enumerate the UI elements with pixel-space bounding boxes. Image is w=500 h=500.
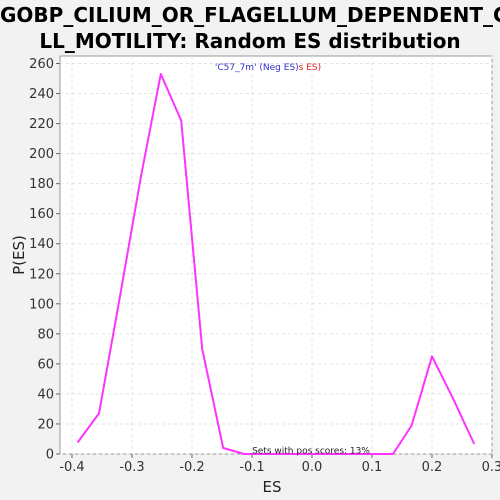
y-tick-label: 200 xyxy=(29,147,54,162)
pos-scores-annotation: Sets with pos scores: 13% xyxy=(252,447,370,457)
chart-title-line-1: GOBP_CILIUM_OR_FLAGELLUM_DEPENDENT_CE xyxy=(0,3,500,27)
data-point xyxy=(119,295,121,298)
data-point xyxy=(98,412,100,415)
es-distribution-line xyxy=(77,73,475,455)
x-tick-label: -0.1 xyxy=(239,460,264,475)
x-tick-label: -0.3 xyxy=(119,460,144,475)
y-tick-label: 220 xyxy=(29,117,54,132)
y-tick-label: 240 xyxy=(29,87,54,102)
series-layer xyxy=(77,73,475,455)
x-axis-label: ES xyxy=(263,478,282,496)
x-tick-label: 0.0 xyxy=(302,460,323,475)
data-point xyxy=(473,442,475,445)
x-tick-label: -0.2 xyxy=(179,460,204,475)
y-tick-label: 120 xyxy=(29,267,54,282)
data-point xyxy=(410,424,413,427)
y-tick-label: 60 xyxy=(37,357,54,372)
axes: -0.4 -0.3 -0.2 -0.1 0.0 0.1 0.2 0.3 0 20 40 60 80 100… xyxy=(29,57,500,475)
chart-title: GOBP_CILIUM_OR_FLAGELLUM_DEPENDENT_CE LL… xyxy=(0,2,500,54)
y-tick-label: 140 xyxy=(29,237,54,252)
y-tick-label: 0 xyxy=(46,448,54,463)
x-tick-label: 0.3 xyxy=(482,460,500,475)
y-tick-label: 40 xyxy=(37,387,54,402)
data-point xyxy=(431,355,433,358)
x-tick-label: -0.4 xyxy=(59,460,84,475)
x-tick-label: 0.2 xyxy=(422,460,443,475)
data-point xyxy=(201,347,204,350)
y-tick-label: 180 xyxy=(29,177,54,192)
legend-neg-es: 'C57_7m' (Neg ES) xyxy=(215,63,299,73)
y-tick-label: 160 xyxy=(29,207,54,222)
data-point xyxy=(159,73,162,75)
y-tick-label: 260 xyxy=(29,57,54,72)
chart-title-line-2: LL_MOTILITY: Random ES distribution xyxy=(39,29,461,53)
data-point xyxy=(140,175,142,178)
y-tick-label: 80 xyxy=(37,327,54,342)
legend-pos-es: s ES) xyxy=(299,63,321,73)
data-point xyxy=(222,447,225,449)
x-tick-label: 0.1 xyxy=(362,460,383,475)
data-point xyxy=(77,441,79,443)
grid-lines xyxy=(60,56,493,455)
legend: 'C57_7m' (Neg ES)s ES) xyxy=(215,63,321,73)
data-point xyxy=(180,119,183,122)
y-tick-label: 100 xyxy=(29,297,54,312)
data-point xyxy=(392,453,394,455)
data-point xyxy=(452,397,454,400)
y-tick-label: 20 xyxy=(37,417,54,432)
data-point xyxy=(243,453,246,455)
y-axis-label: P(ES) xyxy=(10,235,28,275)
